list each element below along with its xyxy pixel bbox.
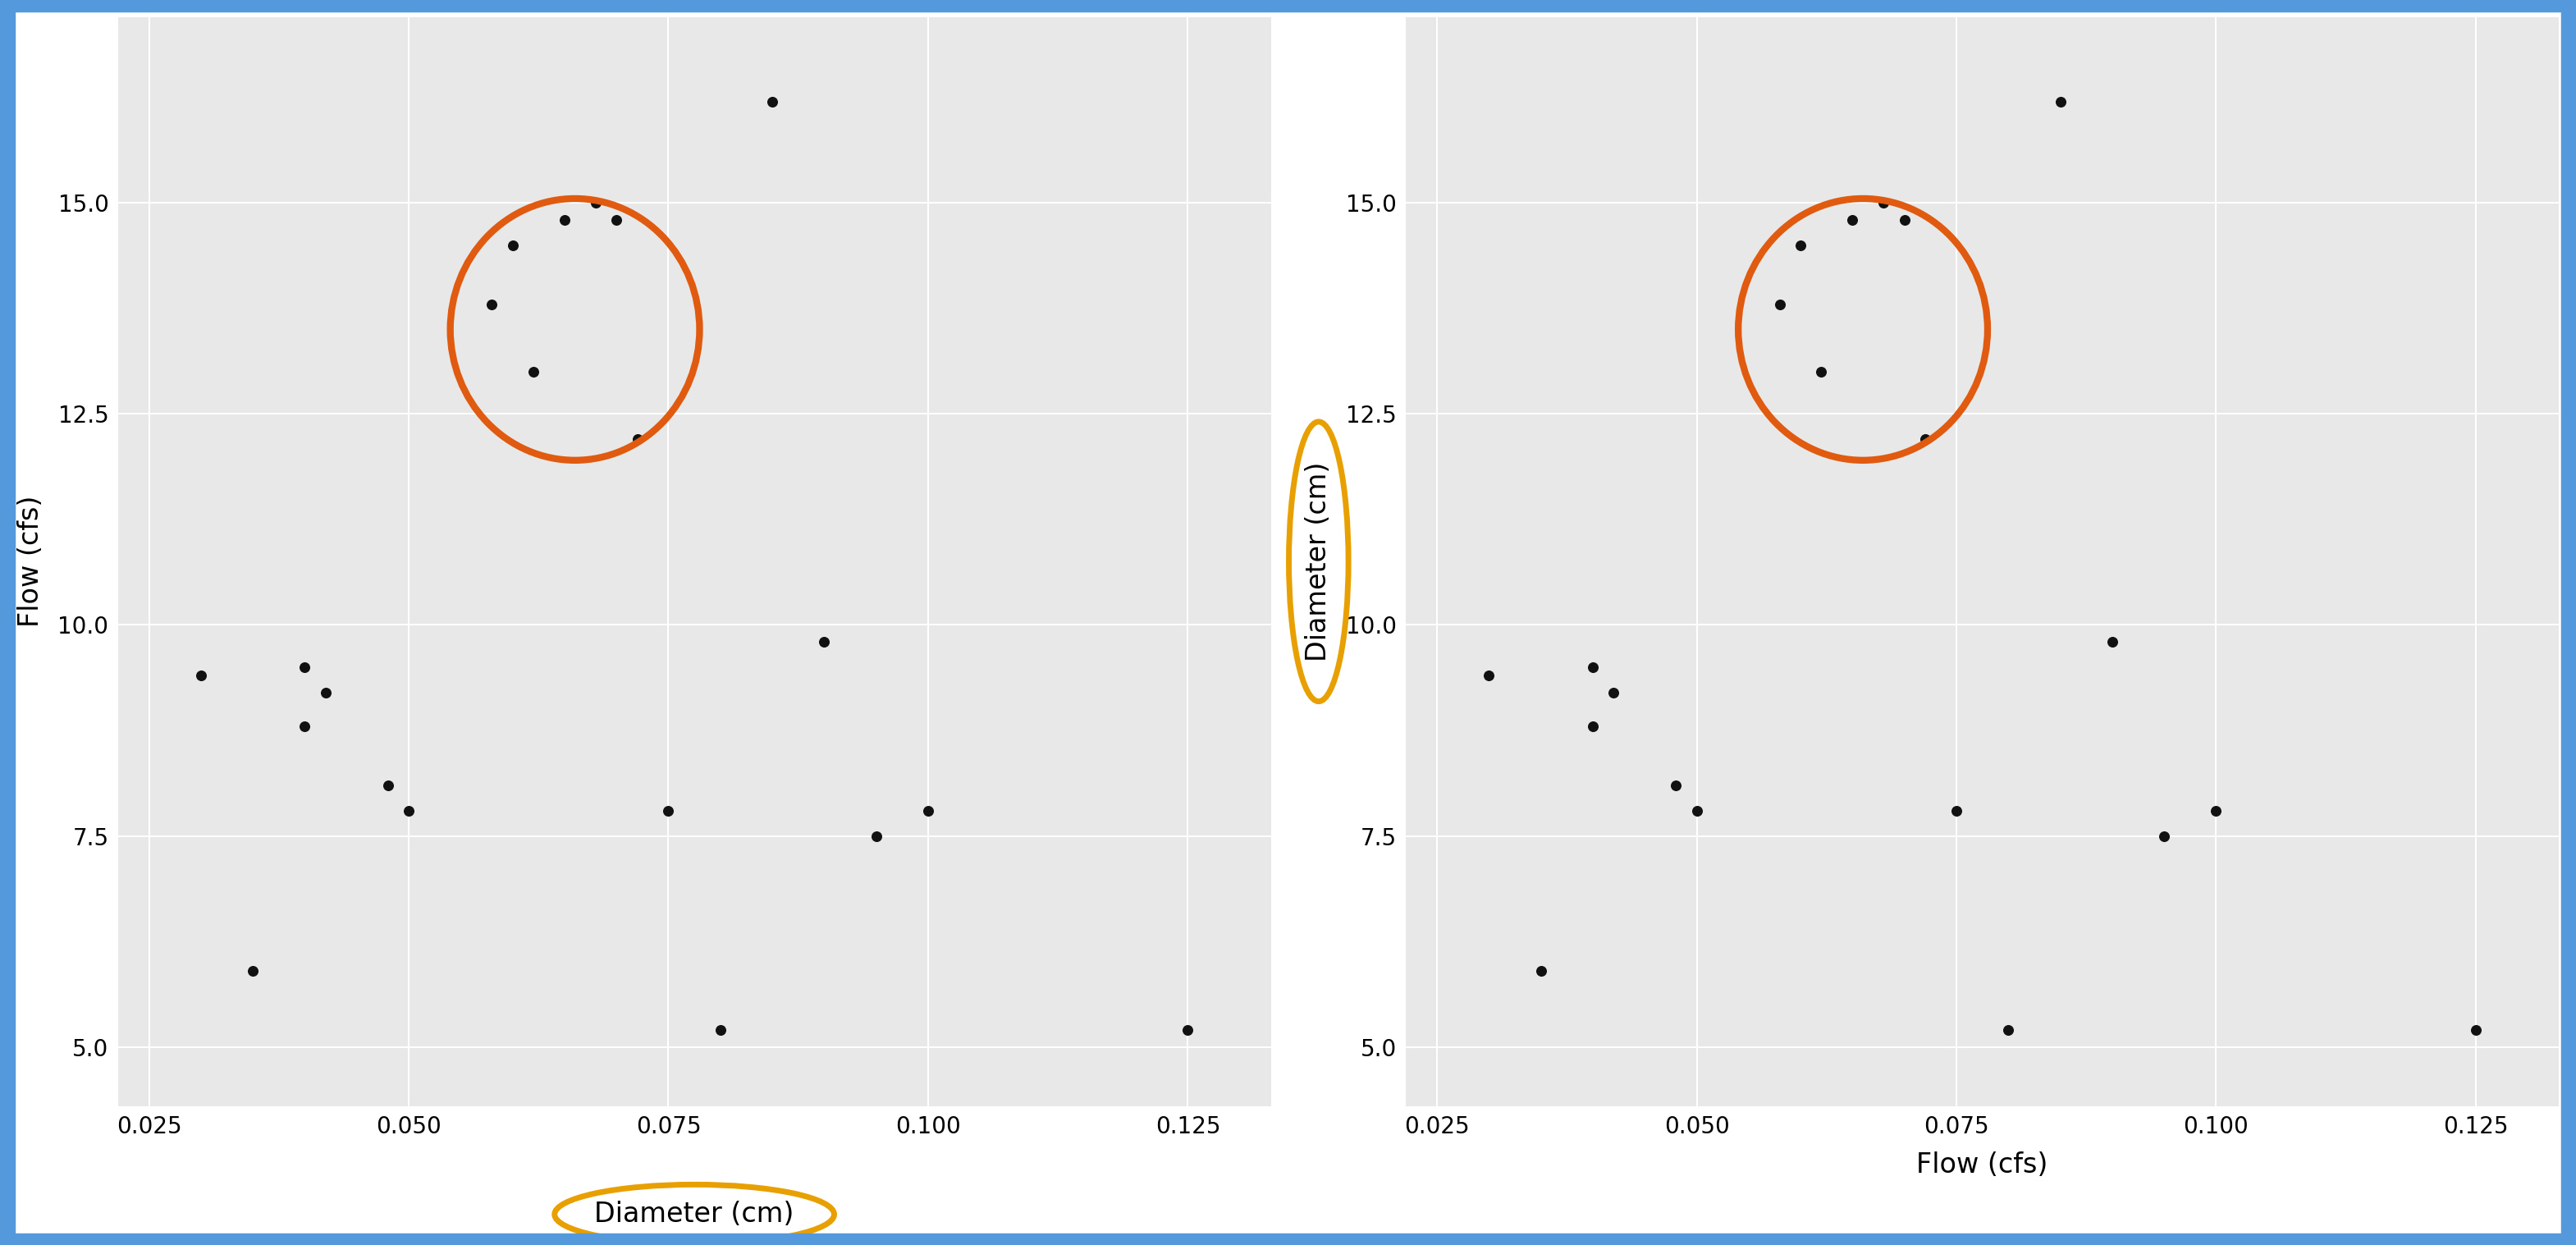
Point xyxy=(752,92,793,112)
Point xyxy=(574,193,616,213)
Y-axis label: Diameter (cm): Diameter (cm) xyxy=(1306,462,1332,661)
Point xyxy=(1780,235,1821,255)
Point xyxy=(283,716,325,736)
Point xyxy=(701,1020,742,1040)
Point xyxy=(595,209,636,229)
Point xyxy=(1571,716,1613,736)
Point xyxy=(1571,657,1613,677)
Point xyxy=(1468,666,1510,686)
Point xyxy=(616,430,657,449)
X-axis label: Flow (cfs): Flow (cfs) xyxy=(1917,1152,2048,1179)
Point xyxy=(1592,682,1633,702)
Point xyxy=(1656,776,1698,796)
Point xyxy=(2040,92,2081,112)
X-axis label: Diameter (cm): Diameter (cm) xyxy=(595,1201,793,1228)
Point xyxy=(180,666,222,686)
Point xyxy=(1989,1020,2030,1040)
Point xyxy=(492,235,533,255)
Point xyxy=(1801,362,1842,382)
Point xyxy=(368,776,410,796)
Point xyxy=(1904,430,1945,449)
Point xyxy=(2092,631,2133,651)
Point xyxy=(647,801,688,820)
Point xyxy=(513,362,554,382)
Y-axis label: Flow (cfs): Flow (cfs) xyxy=(18,496,44,627)
Point xyxy=(471,294,513,314)
Point xyxy=(544,209,585,229)
Point xyxy=(1832,209,1873,229)
Point xyxy=(1167,1020,1208,1040)
Point xyxy=(1520,961,1561,981)
Point xyxy=(1935,801,1976,820)
Point xyxy=(855,825,896,845)
Point xyxy=(804,631,845,651)
Point xyxy=(389,801,430,820)
Point xyxy=(304,682,345,702)
Point xyxy=(2455,1020,2496,1040)
Point xyxy=(907,801,948,820)
Point xyxy=(1883,209,1924,229)
Point xyxy=(232,961,273,981)
Point xyxy=(1759,294,1801,314)
Point xyxy=(2195,801,2236,820)
Point xyxy=(1677,801,1718,820)
Point xyxy=(1862,193,1904,213)
Point xyxy=(283,657,325,677)
Point xyxy=(2143,825,2184,845)
